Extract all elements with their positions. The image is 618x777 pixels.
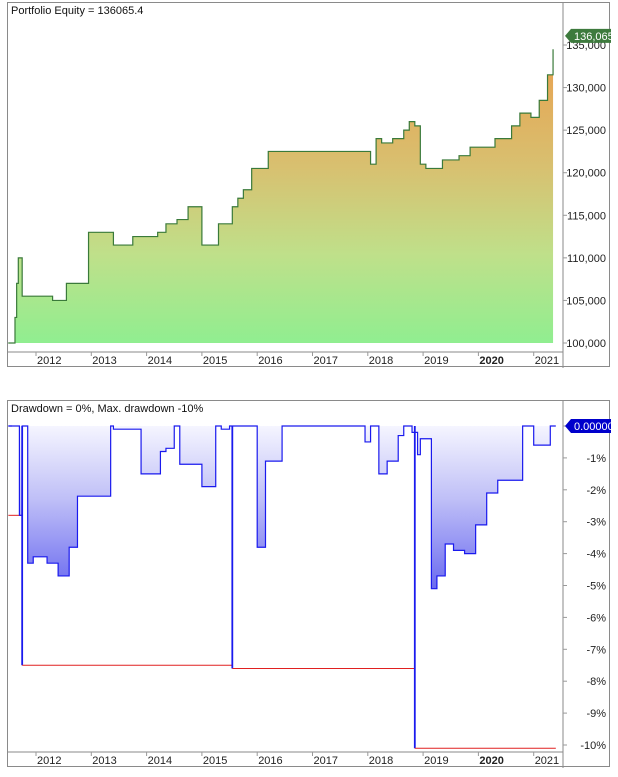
- x-tick-label: 2017: [314, 755, 338, 767]
- x-tick-label: 2013: [92, 755, 116, 767]
- x-tick-label: 2016: [258, 755, 282, 767]
- drawdown-area-fill: [8, 426, 556, 589]
- drawdown-value-marker: 0.00000: [565, 419, 611, 433]
- drawdown-y-axis: -1% -2% -3% -4% -5% -6% -7% -8% -9% -10%: [563, 425, 606, 752]
- x-tick-label: 2018: [369, 755, 393, 767]
- equity-line: [8, 49, 554, 344]
- drawdown-value-marker-label: 0.00000: [574, 421, 611, 433]
- y-tick-label: -5%: [586, 581, 606, 593]
- y-tick-label: -2%: [586, 485, 606, 497]
- drawdown-chart[interactable]: -1% -2% -3% -4% -5% -6% -7% -8% -9% -10% 2012 2013…: [8, 401, 611, 768]
- y-tick-label: 130,000: [566, 83, 606, 95]
- y-tick-label: 120,000: [566, 168, 606, 180]
- y-tick-label: 110,000: [567, 253, 606, 265]
- x-tick-label: 2018: [369, 355, 393, 367]
- equity-chart-title: Portfolio Equity = 136065.4: [11, 5, 144, 17]
- y-tick-label: 105,000: [566, 295, 606, 307]
- y-tick-label: 135,000: [566, 40, 606, 52]
- y-tick-label: 125,000: [566, 125, 606, 137]
- x-tick-label: 2013: [92, 355, 116, 367]
- equity-value-marker-label: 136,065: [574, 31, 611, 43]
- x-tick-label: 2012: [37, 755, 61, 767]
- y-tick-label: -1%: [586, 453, 606, 465]
- y-tick-label: -4%: [586, 549, 606, 561]
- y-tick-label: 115,000: [567, 210, 606, 222]
- drawdown-chart-panel: Drawdown = 0%, Max. drawdown -10% -1% -2%…: [7, 400, 611, 768]
- x-tick-label: 2020: [479, 355, 503, 367]
- x-tick-label: 2019: [424, 755, 448, 767]
- y-tick-label: -7%: [586, 644, 606, 656]
- drawdown-chart-title: Drawdown = 0%, Max. drawdown -10%: [11, 403, 204, 415]
- y-tick-label: -8%: [586, 676, 606, 688]
- x-tick-label: 2019: [424, 355, 448, 367]
- y-tick-label: -10%: [580, 740, 606, 752]
- x-tick-label: 2017: [314, 355, 338, 367]
- x-tick-label: 2016: [258, 355, 282, 367]
- equity-chart[interactable]: 100,000 105,000 110,000 115,000 120,000 125,0…: [8, 3, 611, 368]
- x-tick-label: 2014: [148, 755, 172, 767]
- equity-value-marker: 136,065: [565, 28, 611, 43]
- x-tick-label: 2021: [535, 755, 559, 767]
- x-tick-label: 2015: [203, 755, 227, 767]
- y-tick-label: -6%: [586, 612, 606, 624]
- y-tick-label: 100,000: [566, 338, 606, 350]
- equity-x-axis: 2012 2013 2014 2015 2016 2017 2018 2019 2020 2021: [35, 352, 559, 367]
- x-tick-label: 2021: [535, 355, 559, 367]
- drawdown-line: [8, 425, 556, 590]
- equity-y-axis: 100,000 105,000 110,000 115,000 120,000 125,0…: [563, 40, 606, 350]
- equity-chart-panel: Portfolio Equity = 136065.4 100,000 105,0…: [7, 2, 611, 368]
- drawdown-x-axis: 2012 2013 2014 2015 2016 2017 2018 2019 2020 2021: [35, 752, 559, 767]
- x-tick-label: 2015: [203, 355, 227, 367]
- y-tick-label: -9%: [586, 708, 606, 720]
- equity-area-fill: [8, 49, 554, 343]
- x-tick-label: 2014: [148, 355, 172, 367]
- y-tick-label: -3%: [586, 517, 606, 529]
- x-tick-label: 2020: [479, 755, 503, 767]
- x-tick-label: 2012: [37, 355, 61, 367]
